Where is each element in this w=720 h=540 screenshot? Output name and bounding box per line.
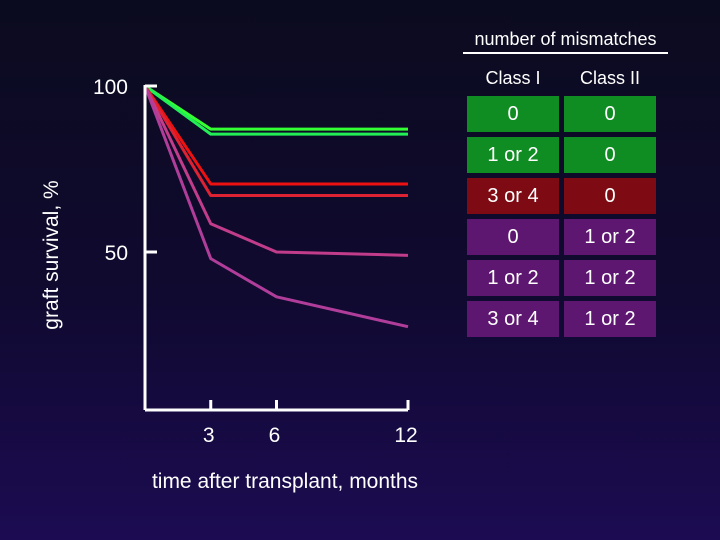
x-tick-label: 3: [203, 424, 215, 447]
series-lines: [143, 84, 409, 329]
legend-title: number of mismatches: [463, 29, 668, 54]
y-tick-label: 100: [93, 76, 128, 99]
class-i-header: Class I: [485, 67, 541, 88]
class-ii-mismatch-cell: 0: [564, 178, 656, 214]
y-tick-label: 50: [105, 242, 128, 265]
class-i-mismatch-cell: 3 or 4: [467, 178, 559, 214]
series-line-3: [143, 85, 408, 186]
ticks: 3 6 12 50 100: [93, 76, 418, 447]
class-i-mismatch-cell: 1 or 2: [467, 137, 559, 173]
class-i-mismatch-cell: 3 or 4: [467, 301, 559, 337]
series-line-1: [144, 84, 408, 131]
x-tick-label: 12: [394, 424, 417, 447]
series-line-5: [143, 85, 409, 257]
class-ii-mismatch-cell: 0: [564, 96, 656, 132]
y-axis-title: graft survival, %: [40, 180, 63, 329]
class-ii-header: Class II: [579, 67, 640, 88]
series-line-6: [143, 85, 409, 329]
class-i-mismatch-cell: 0: [467, 219, 559, 255]
class-i-mismatch-cell: 0: [467, 96, 559, 132]
x-axis-title: time after transplant, months: [152, 470, 418, 493]
class-i-mismatch-cell: 1 or 2: [467, 260, 559, 296]
series-line-4: [143, 85, 408, 198]
class-ii-mismatch-cell: 1 or 2: [564, 301, 656, 337]
x-tick-label: 6: [269, 424, 281, 447]
legend-header-row: Class I Class II: [467, 65, 656, 91]
series-line-2: [144, 84, 408, 136]
class-ii-mismatch-cell: 0: [564, 137, 656, 173]
class-ii-mismatch-cell: 1 or 2: [564, 219, 656, 255]
class-ii-mismatch-cell: 1 or 2: [564, 260, 656, 296]
